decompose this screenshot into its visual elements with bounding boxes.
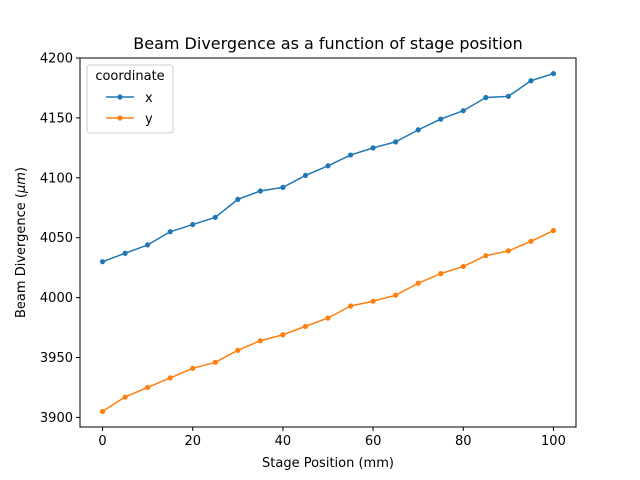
- data-point: [415, 127, 421, 133]
- y-tick-label: 4150: [40, 111, 73, 126]
- chart-title: Beam Divergence as a function of stage p…: [133, 34, 522, 53]
- x-tick-label: 40: [275, 434, 292, 449]
- data-point: [528, 238, 534, 244]
- x-tick-label: 80: [455, 434, 472, 449]
- legend-swatch-marker: [117, 94, 123, 100]
- data-point: [302, 172, 309, 179]
- legend-label: y: [145, 112, 153, 127]
- legend-title: coordinate: [95, 69, 164, 84]
- data-point: [460, 263, 466, 270]
- data-point: [438, 271, 444, 277]
- data-point: [167, 375, 173, 381]
- legend-box: [86, 64, 174, 134]
- data-point: [212, 214, 218, 220]
- data-point: [325, 163, 331, 169]
- data-point: [370, 145, 376, 151]
- data-point: [190, 365, 196, 371]
- data-point: [438, 116, 444, 122]
- series-y: [99, 227, 557, 415]
- legend-label: x: [145, 91, 153, 106]
- y-tick-label: 4100: [40, 171, 73, 186]
- x-tick-label: 60: [365, 434, 382, 449]
- data-point: [257, 338, 263, 344]
- data-point: [528, 78, 534, 84]
- data-point: [190, 221, 196, 228]
- data-point: [505, 248, 511, 254]
- x-tick-label: 100: [541, 434, 566, 449]
- data-point: [145, 384, 151, 391]
- data-point: [122, 250, 128, 256]
- x-tick-label: 0: [98, 434, 106, 449]
- data-point: [550, 227, 557, 234]
- data-point: [257, 188, 263, 194]
- plot-area: [99, 70, 557, 415]
- y-axis-label: Beam Divergence (μm): [14, 167, 29, 318]
- data-point: [347, 303, 354, 309]
- data-point: [167, 229, 173, 235]
- x-tick-label: 20: [184, 434, 201, 449]
- data-point: [325, 315, 331, 321]
- data-point: [212, 359, 218, 365]
- y-tick-label: 4050: [40, 231, 73, 246]
- data-point: [393, 139, 399, 145]
- y-tick-label: 3900: [40, 411, 73, 426]
- y-axis-label-unit: μm: [14, 172, 29, 194]
- data-point: [235, 347, 241, 353]
- data-point: [460, 108, 466, 114]
- data-point: [347, 152, 354, 158]
- data-point: [550, 70, 557, 77]
- data-point: [99, 408, 106, 415]
- legend-swatch-marker: [117, 115, 123, 121]
- plot-frame: [79, 57, 577, 428]
- data-point: [370, 298, 376, 304]
- y-axis-label-suffix: ): [14, 167, 29, 172]
- data-point: [483, 253, 489, 259]
- data-point: [235, 196, 241, 202]
- data-point: [415, 280, 421, 286]
- data-point: [505, 93, 511, 99]
- y-tick-label: 3950: [40, 351, 73, 366]
- y-tick-label: 4200: [40, 52, 73, 67]
- data-point: [280, 184, 286, 190]
- y-axis-ticks: 3900 3950 4000 4050 4100 4150 4200: [40, 52, 80, 426]
- data-point: [145, 242, 151, 248]
- data-point: [302, 323, 309, 329]
- x-axis-label: Stage Position (mm): [262, 456, 394, 471]
- data-point: [122, 394, 128, 400]
- y-tick-label: 4000: [40, 291, 73, 306]
- legend-entries: xy: [106, 91, 153, 127]
- data-point: [99, 259, 106, 265]
- legend: coordinate xy: [86, 64, 174, 134]
- y-axis-label-prefix: Beam Divergence (: [14, 193, 29, 318]
- data-point: [483, 94, 489, 101]
- data-point: [280, 332, 286, 338]
- series-x: [99, 70, 557, 265]
- x-axis-ticks: 0 20 40 60 80 100: [98, 427, 566, 449]
- data-point: [393, 292, 399, 298]
